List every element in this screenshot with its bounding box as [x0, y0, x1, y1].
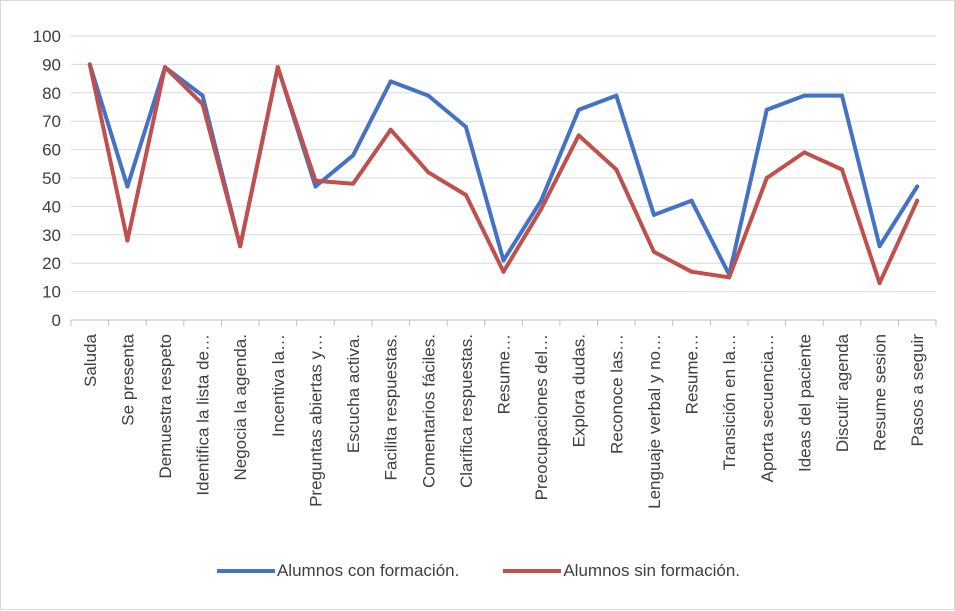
x-tick-label: Escucha activa.	[344, 334, 363, 453]
x-tick-label: Pasos a seguir	[908, 334, 927, 447]
data-point	[501, 258, 506, 263]
series-line-0	[87, 62, 920, 277]
legend-swatch-sin-formacion	[503, 569, 562, 573]
data-point	[313, 178, 318, 183]
data-point	[689, 269, 694, 274]
y-tick-label: 100	[33, 27, 61, 46]
data-point	[163, 65, 168, 70]
x-tick-label: Discutir agenda	[833, 333, 852, 452]
data-point	[463, 193, 468, 198]
y-tick-label: 80	[42, 84, 61, 103]
legend-label-con-formacion: Alumnos con formación.	[276, 561, 460, 580]
data-point	[915, 198, 920, 203]
data-point	[238, 244, 243, 249]
legend-item-sin-formacion: Alumnos sin formación.	[503, 561, 740, 581]
y-tick-label: 60	[42, 141, 61, 160]
y-tick-label: 50	[42, 169, 61, 188]
y-tick-label: 30	[42, 226, 61, 245]
data-point	[764, 176, 769, 180]
data-point	[200, 102, 205, 107]
data-point	[915, 184, 920, 189]
x-tick-labels: Saluda Se presenta Demuestra respeto Identi…	[81, 333, 927, 508]
data-point	[576, 133, 581, 138]
legend-label-sin-formacion: Alumnos sin formación.	[563, 561, 741, 580]
x-tick-label: Aporta secuencia…	[758, 334, 777, 482]
data-point	[651, 212, 656, 217]
x-tick-label: Reconoce las…	[607, 334, 626, 454]
series-lines	[87, 62, 920, 286]
y-tick-label: 40	[42, 197, 61, 216]
series-line-1	[87, 62, 920, 286]
x-tick-label: Comentarios fáciles.	[419, 334, 438, 488]
y-tick-label: 20	[42, 254, 61, 273]
x-tick-label: Preguntas abiertas y…	[306, 334, 325, 507]
data-point	[614, 167, 619, 172]
x-tick-label: Explora dudas.	[570, 334, 589, 447]
data-point	[388, 79, 393, 84]
x-tick-label: Se presenta	[118, 333, 137, 425]
data-point	[125, 184, 130, 189]
data-point	[839, 167, 844, 172]
data-point	[275, 65, 280, 70]
legend-swatch-con-formacion	[216, 569, 275, 573]
x-tick-label: Identifica la lista de…	[194, 334, 213, 496]
x-tick-label: Resume sesion	[871, 334, 890, 451]
data-point	[764, 107, 769, 112]
x-tick-label: Incentiva la…	[269, 334, 288, 437]
data-point	[727, 275, 732, 280]
y-tick-label: 10	[42, 283, 61, 302]
data-point	[351, 153, 356, 158]
y-tick-label: 90	[42, 55, 61, 74]
data-point	[539, 207, 544, 212]
x-tick-label: Resume…	[683, 334, 702, 414]
data-point	[463, 124, 468, 129]
axes	[70, 319, 937, 326]
data-point	[802, 150, 807, 155]
data-point	[689, 198, 694, 203]
data-point	[576, 107, 581, 112]
y-tick-label: 0	[52, 311, 61, 330]
data-point	[839, 93, 844, 98]
x-tick-label: Preocupaciones del…	[532, 334, 551, 500]
data-point	[539, 198, 544, 203]
data-point	[200, 93, 205, 98]
x-tick-label: Demuestra respeto	[156, 334, 175, 479]
x-tick-label: Negocia la agenda.	[231, 334, 250, 481]
data-point	[426, 93, 431, 98]
data-point	[877, 281, 882, 286]
legend-item-con-formacion: Alumnos con formación.	[216, 561, 460, 581]
x-tick-label: Ideas del paciente	[795, 334, 814, 472]
data-point	[877, 244, 882, 249]
y-tick-label: 70	[42, 112, 61, 131]
data-point	[87, 62, 92, 67]
data-point	[426, 170, 431, 175]
x-tick-label: Lenguaje verbal y no…	[645, 334, 664, 509]
data-point	[351, 181, 356, 186]
data-point	[501, 269, 506, 274]
x-tick-label: Saluda	[81, 333, 100, 386]
y-tick-labels: 0 10 20 30 40 50 60 70 80 90 100	[33, 27, 61, 330]
data-point	[614, 93, 619, 98]
x-tick-label: Clarifica respuestas.	[457, 334, 476, 488]
x-tick-label: Facilita respuestas.	[382, 334, 401, 480]
x-tick-label: Transición en la…	[720, 334, 739, 470]
x-tick-label: Resume…	[495, 334, 514, 414]
data-point	[125, 238, 130, 243]
data-point	[651, 249, 656, 254]
data-point	[388, 127, 393, 132]
data-point	[802, 93, 807, 98]
legend: Alumnos con formación. Alumnos sin forma…	[1, 561, 955, 581]
data-point	[313, 184, 318, 189]
